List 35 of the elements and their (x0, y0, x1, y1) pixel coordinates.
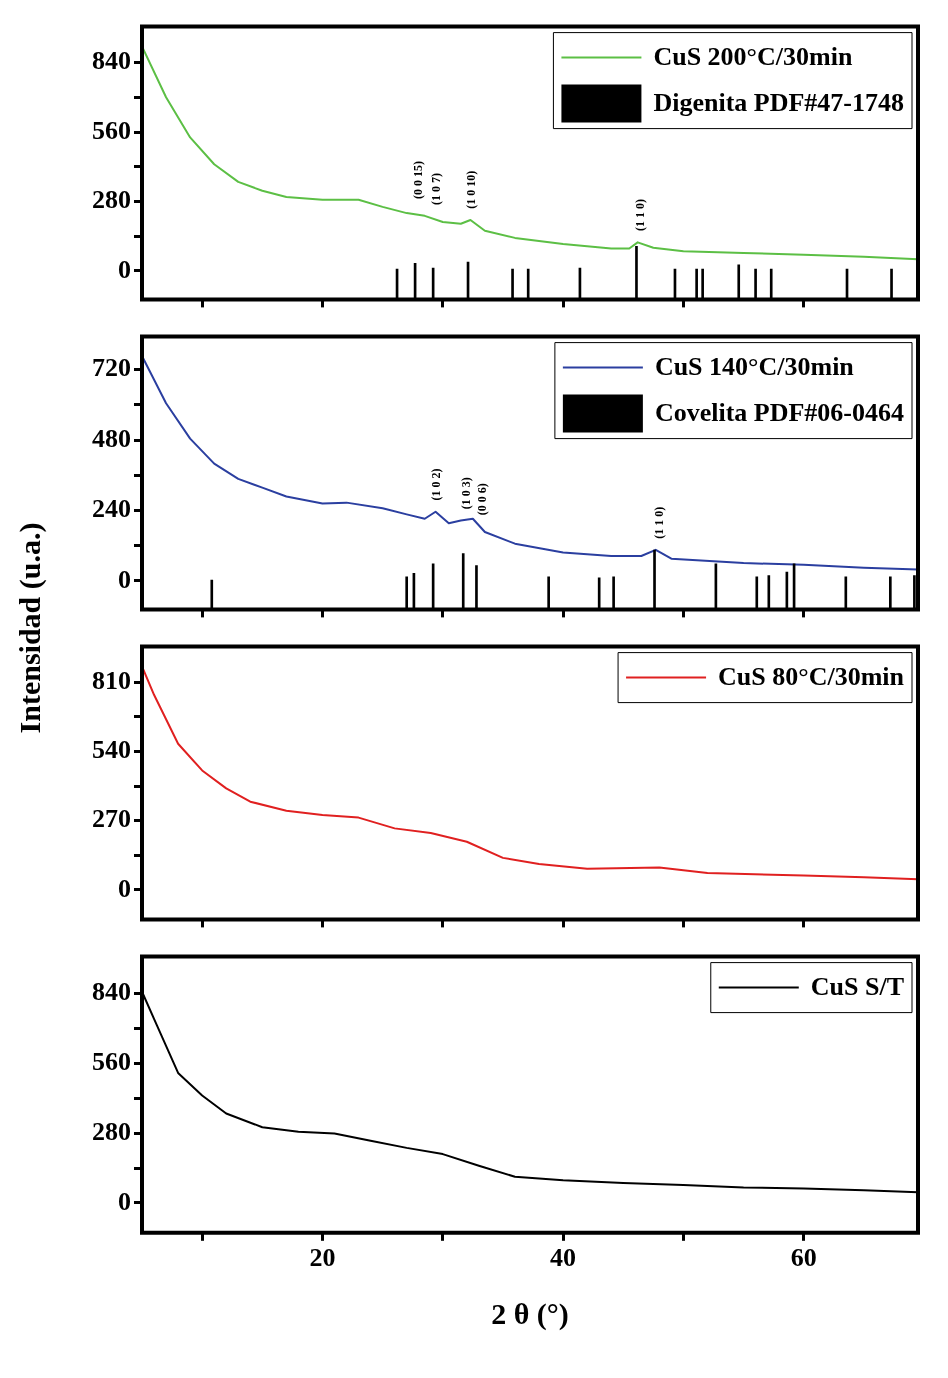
y-tick-label: 810 (92, 665, 131, 695)
y-tick-label: 0 (118, 254, 131, 284)
y-tick-label: 480 (92, 423, 131, 453)
y-tick-label: 0 (118, 873, 131, 903)
legend-label: CuS S/T (810, 972, 905, 1002)
annotation: (1 1 0) (632, 199, 647, 232)
y-tick-label: 270 (92, 804, 131, 834)
legend-label: CuS 80°C/30min (718, 662, 905, 692)
legend-label: CuS 200°C/30min (653, 42, 853, 72)
y-tick-label: 280 (92, 1116, 131, 1146)
annotation: (1 1 0) (651, 506, 666, 539)
annotation: (0 0 6) (474, 483, 489, 516)
legend-label: Covelita PDF#06-0464 (654, 398, 904, 428)
legend-label: Digenita PDF#47-1748 (653, 88, 905, 118)
x-tick-label: 40 (550, 1243, 577, 1273)
annotation: (1 0 7) (429, 173, 444, 206)
y-tick-label: 840 (92, 46, 131, 76)
annotation: (1 0 3) (459, 477, 474, 510)
y-tick-label: 540 (92, 735, 131, 765)
y-tick-label: 0 (118, 1186, 131, 1216)
annotation: (0 0 15) (411, 160, 426, 199)
y-tick-label: 560 (92, 115, 131, 145)
y-tick-label: 560 (92, 1047, 131, 1077)
y-tick-label: 240 (92, 494, 131, 524)
x-tick-label: 60 (790, 1243, 817, 1273)
legend-label: CuS 140°C/30min (654, 352, 855, 382)
y-tick-label: 720 (92, 353, 131, 383)
y-tick-label: 280 (92, 185, 131, 215)
y-axis-title: Intensidad (u.a.) (13, 522, 47, 734)
annotation: (1 0 2) (429, 468, 444, 501)
annotation: (1 0 10) (464, 170, 479, 209)
y-tick-label: 0 (118, 564, 131, 594)
y-tick-label: 840 (92, 977, 131, 1007)
x-axis-title: 2 θ (°) (491, 1296, 569, 1331)
x-tick-label: 20 (309, 1243, 336, 1273)
